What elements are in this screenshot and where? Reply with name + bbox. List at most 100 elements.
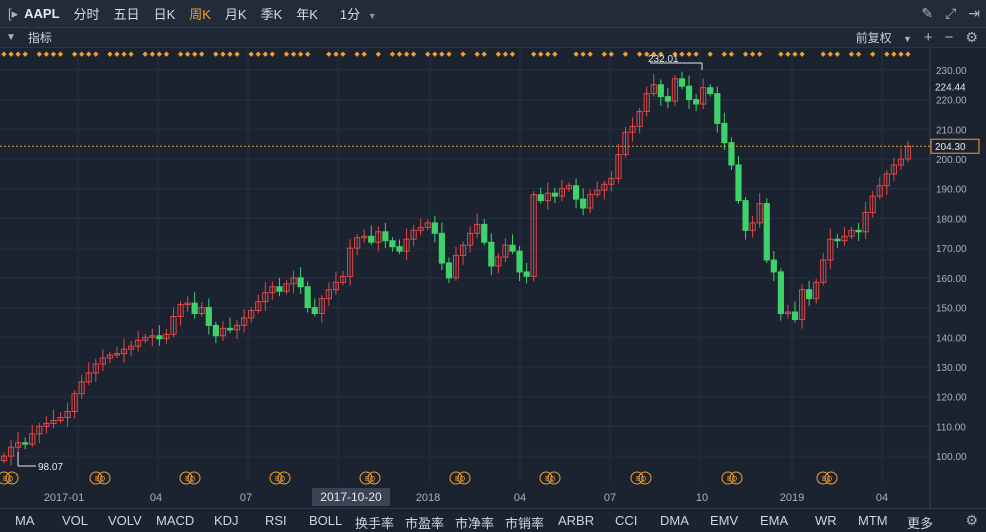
- earnings-marker-text: EQ: [95, 476, 106, 483]
- event-marker: ◆: [333, 51, 339, 58]
- earnings-marker-ring: [638, 471, 652, 485]
- earnings-marker-text: EQ: [455, 476, 466, 483]
- event-marker: ◆: [573, 51, 579, 58]
- sidebar-toggle-icon[interactable]: [▸: [8, 5, 19, 21]
- candle-body: [530, 194, 537, 277]
- candle-body: [608, 177, 615, 185]
- minus-icon[interactable]: −: [944, 29, 954, 46]
- indicator-tab-boll[interactable]: BOLL: [309, 513, 343, 528]
- indicator-tab-rsi[interactable]: RSI: [265, 513, 287, 528]
- candle-body: [714, 93, 721, 124]
- candlestick-chart[interactable]: ◆ ◆ ◆ ◆ ◆ ◆ ◆ ◆ ◆ ◆ ◆ ◆ ◆ ◆ ◆ ◆ ◆ ◆ ◆ ◆ ◆ ◆ ◆ ◆ ◆ ◆ ◆ ◆ ◆ ◆ ◆ ◆ ◆ ◆ ◆ ◆ ◆ ◆ ◆ ◆…: [0, 48, 986, 508]
- period-tab-5day[interactable]: 五日: [113, 7, 140, 22]
- event-marker: ◆: [397, 51, 403, 58]
- candle-body: [749, 222, 756, 231]
- period-tab-intraday[interactable]: 分时: [73, 7, 100, 22]
- event-marker: ◆: [828, 51, 834, 58]
- event-marker: ◆: [856, 51, 862, 58]
- indicator-tab-arbr[interactable]: ARBR: [558, 513, 595, 528]
- x-tick-label: 10: [696, 492, 708, 504]
- indicator-tab-ps[interactable]: 市销率: [505, 516, 545, 531]
- indicator-tab-volv[interactable]: VOLV: [108, 513, 142, 528]
- event-marker: ◆: [298, 51, 304, 58]
- period-tab-weekly[interactable]: 周K: [189, 7, 211, 22]
- event-marker: ◆: [44, 51, 50, 58]
- event-marker: ◆: [164, 51, 170, 58]
- candle-body: [255, 301, 262, 312]
- indicator-tab-turnover[interactable]: 换手率: [355, 516, 395, 531]
- earnings-marker-icon: EQ: [179, 471, 201, 485]
- candle-body: [332, 281, 340, 291]
- exit-icon[interactable]: ⇥: [968, 5, 980, 21]
- x-tick-label: 04: [876, 492, 888, 504]
- indicator-tab-mtm[interactable]: MTM: [858, 513, 888, 528]
- period-tab-quarterly[interactable]: 季K: [260, 7, 283, 22]
- candle-body: [601, 183, 608, 191]
- earnings-marker-text: EQ: [365, 476, 376, 483]
- candle-body: [128, 345, 135, 350]
- indicator-tab-dma[interactable]: DMA: [660, 513, 689, 528]
- candle-body: [375, 231, 382, 243]
- indicator-tab-vol[interactable]: VOL: [62, 513, 89, 528]
- collapse-triangle-icon[interactable]: ▼: [6, 32, 16, 43]
- adjust-select[interactable]: 前复权 ▼: [856, 29, 912, 46]
- earnings-marker-ring: [97, 471, 111, 485]
- candle-body: [827, 238, 834, 261]
- earnings-marker-ring: [367, 471, 381, 485]
- candle-body: [798, 289, 806, 320]
- indicator-tab-pe[interactable]: 市盈率: [405, 516, 445, 531]
- gear-icon[interactable]: ⚙: [965, 29, 978, 45]
- indicator-tab-cci[interactable]: CCI: [615, 513, 638, 528]
- candle-body: [29, 433, 36, 445]
- candle-body: [318, 298, 325, 315]
- period-tab-monthly[interactable]: 月K: [224, 7, 247, 22]
- candle-body: [855, 229, 862, 233]
- indicator-tab-more[interactable]: 更多: [907, 516, 934, 531]
- event-marker: ◆: [503, 51, 509, 58]
- earnings-marker-ring: [0, 471, 11, 485]
- indicator-tab-kdj[interactable]: KDJ: [214, 513, 239, 528]
- interval-select[interactable]: 1分 ▼: [340, 4, 377, 23]
- period-tab-daily[interactable]: 日K: [153, 7, 176, 22]
- event-marker: ◆: [870, 51, 876, 58]
- candle-body: [135, 339, 142, 347]
- fullscreen-icon[interactable]: ⤢: [945, 5, 957, 21]
- candle-body: [467, 232, 474, 246]
- indicator-tab-emv[interactable]: EMV: [710, 513, 739, 528]
- candle-body: [537, 194, 544, 202]
- draw-pencil-icon[interactable]: ✎: [921, 5, 934, 21]
- candle-body: [474, 223, 481, 234]
- y-tick-label: 190.00: [936, 185, 967, 196]
- candle-body: [636, 110, 643, 127]
- indicator-tab-wr[interactable]: WR: [815, 513, 837, 528]
- x-tick-label: 04: [514, 492, 526, 504]
- current-price-tag: [930, 138, 980, 154]
- plus-icon[interactable]: +: [923, 29, 933, 46]
- period-tab-yearly[interactable]: 年K: [296, 7, 318, 22]
- candle-body: [876, 185, 883, 197]
- candle-body: [615, 154, 622, 179]
- candle-body: [565, 185, 573, 190]
- candle-body: [890, 164, 897, 175]
- y-tick-label: 140.00: [936, 333, 967, 344]
- y-tick-label: 210.00: [936, 125, 967, 136]
- indicator-tab-ema[interactable]: EMA: [760, 513, 789, 528]
- indicator-tab-macd[interactable]: MACD: [156, 513, 195, 528]
- candle-body: [361, 235, 368, 239]
- event-marker: ◆: [672, 51, 678, 58]
- candle-body: [92, 363, 99, 374]
- indicator-tab-ma[interactable]: MA: [15, 513, 35, 528]
- indicator-tab-pb[interactable]: 市净率: [455, 516, 495, 531]
- event-marker: ◆: [58, 51, 64, 58]
- candle-body: [283, 283, 290, 292]
- event-marker: ◆: [51, 51, 57, 58]
- candle-body: [580, 198, 587, 209]
- candle-body: [184, 302, 191, 306]
- gear-icon[interactable]: ⚙: [965, 512, 978, 528]
- event-marker: ◆: [150, 51, 156, 58]
- event-marker: ◆: [93, 51, 99, 58]
- earnings-marker-ring: [824, 471, 838, 485]
- event-marker: ◆: [686, 51, 692, 58]
- candle-body: [15, 442, 22, 448]
- event-marker: ◆: [256, 51, 262, 58]
